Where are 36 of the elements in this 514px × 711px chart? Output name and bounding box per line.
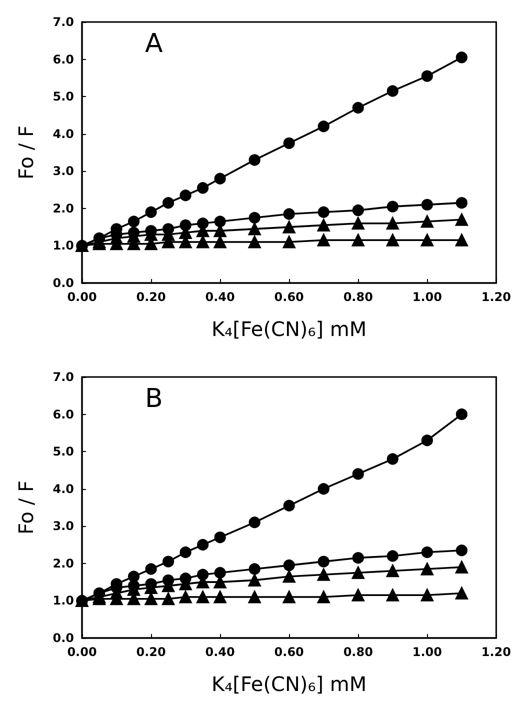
x-tick-label: 0.20 [136,290,166,304]
x-tick-label: 0.40 [205,290,235,304]
chart-title: B [145,384,163,414]
x-tick-label: 1.20 [481,645,511,659]
y-tick-label: 4.0 [52,126,74,141]
y-tick-label: 1.0 [52,238,74,253]
y-tick-label: 1.0 [52,594,74,608]
y-tick-label: 6.0 [52,52,74,66]
y-tick-label: 2.0 [52,556,74,570]
x-tick-label: 0.00 [67,290,97,304]
y-tick-label: 6.0 [52,407,74,422]
y-tick-label: 7.0 [52,370,74,384]
y-tick-label: 5.0 [52,90,74,104]
x-axis-title: K₄[Fe(CN)₆] mM [212,317,367,341]
y-tick-label: 2.0 [52,201,74,216]
y-tick-label: 0.0 [52,631,74,645]
y-tick-label: 3.0 [52,519,74,534]
x-tick-label: 0.40 [205,645,235,659]
y-tick-label: 0.0 [52,276,74,290]
x-tick-label: 0.60 [274,290,304,304]
y-tick-label: 7.0 [52,15,74,29]
x-tick-label: 1.20 [481,290,511,304]
x-tick-label: 0.80 [343,290,373,304]
x-tick-label: 0.20 [136,645,166,659]
x-tick-label: 1.00 [412,290,442,304]
x-axis-title: K₄[Fe(CN)₆] mM [212,672,367,696]
x-tick-label: 1.00 [412,645,442,659]
y-tick-label: 3.0 [52,164,74,178]
y-axis-title: Fo / F [14,480,38,534]
x-tick-label: 0.00 [67,645,97,659]
y-tick-label: 4.0 [52,482,74,496]
chart-title: A [145,29,163,59]
x-tick-label: 0.80 [343,645,373,659]
x-tick-label: 0.60 [274,645,304,659]
y-axis-title: Fo / F [14,126,38,180]
y-tick-label: 5.0 [52,444,74,459]
